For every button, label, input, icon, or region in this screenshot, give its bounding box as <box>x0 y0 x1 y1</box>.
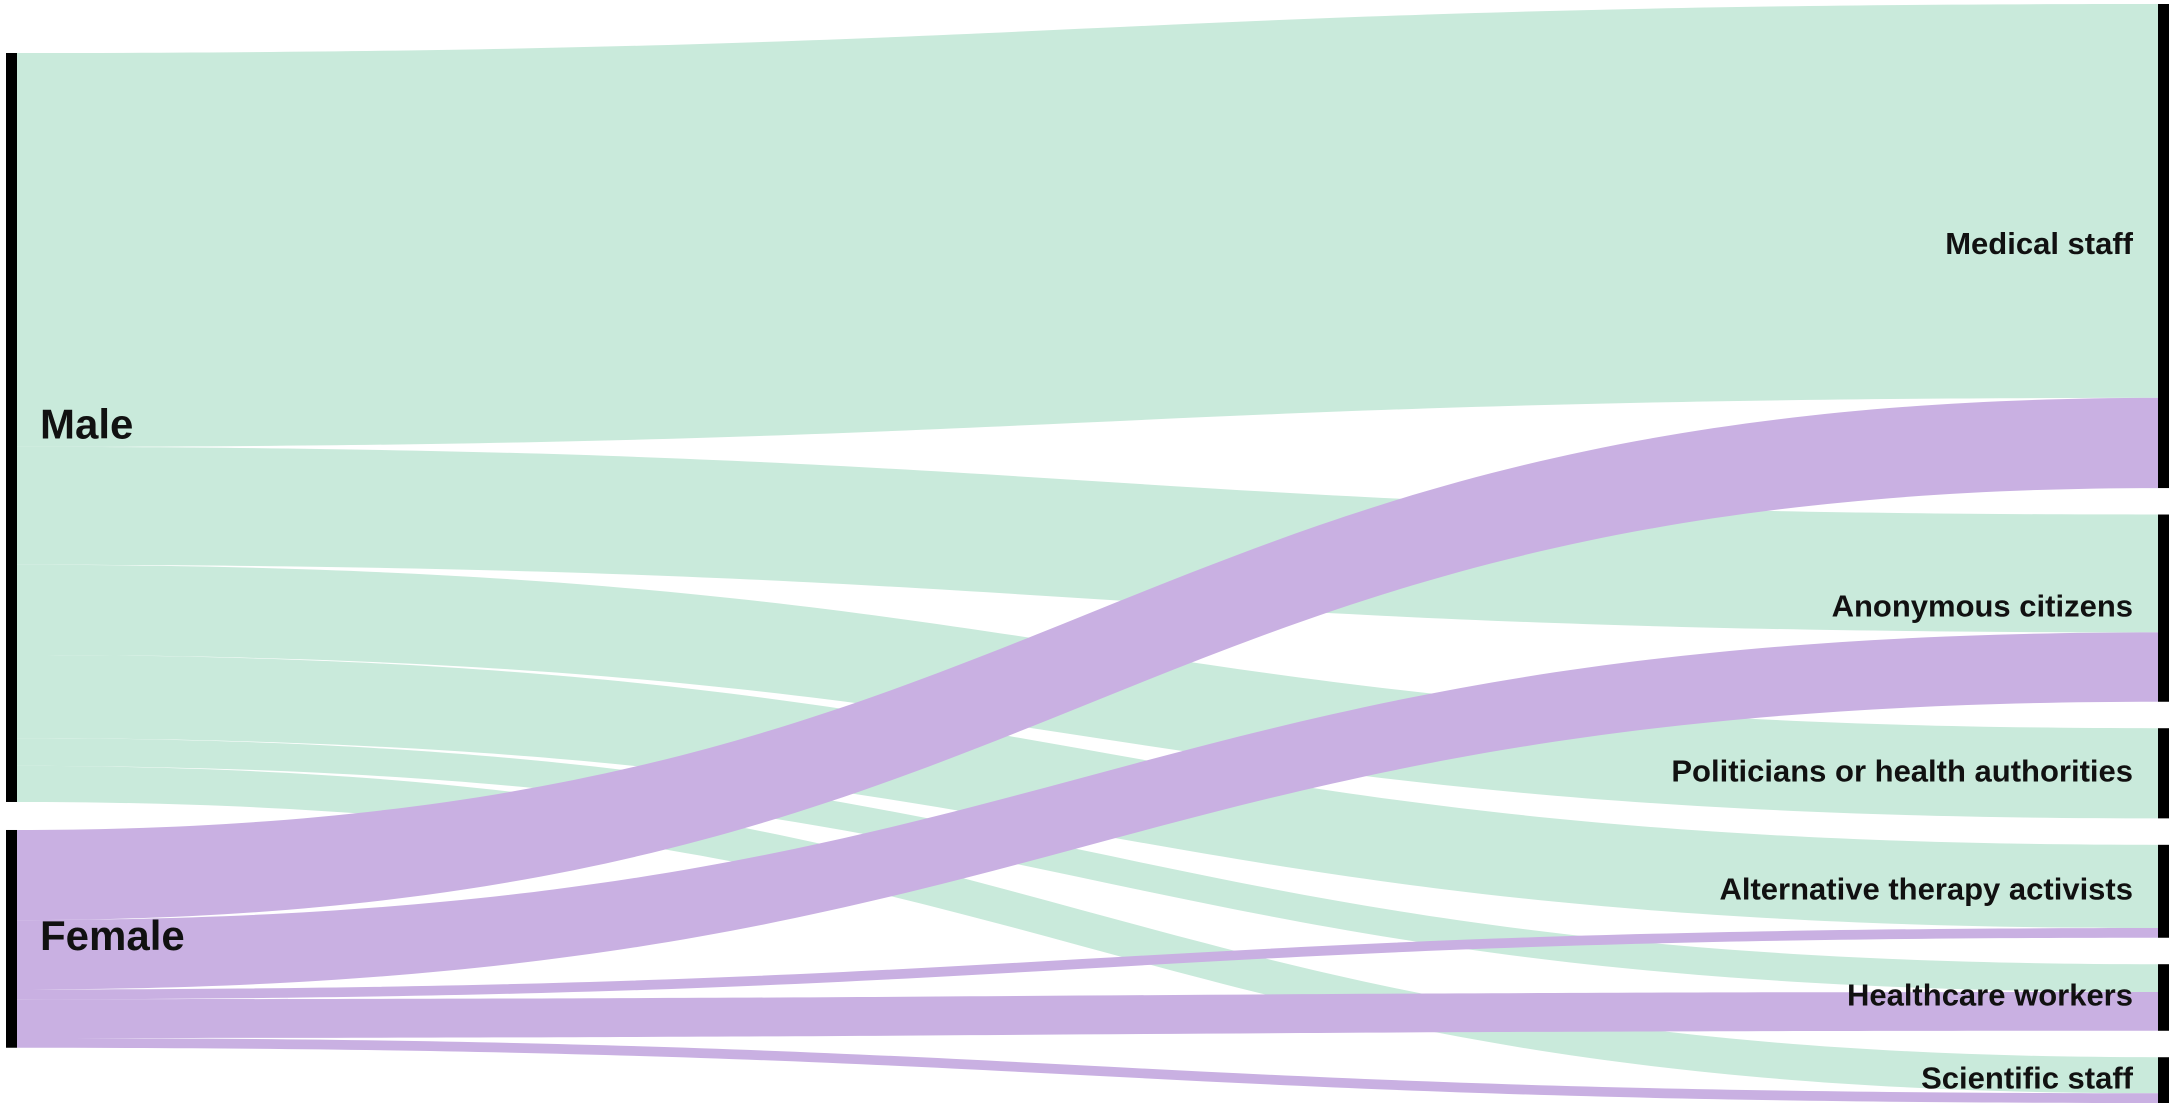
node-label: Healthcare workers <box>1847 978 2133 1013</box>
node-label: Scientific staff <box>1921 1060 2134 1095</box>
node-label: Alternative therapy activists <box>1719 871 2133 906</box>
node-label: Anonymous citizens <box>1832 588 2133 623</box>
node-bar <box>2158 964 2169 1031</box>
node-bar <box>2158 728 2169 819</box>
node-bar <box>6 829 17 1048</box>
node-bar <box>6 53 17 802</box>
node-bar <box>2158 514 2169 702</box>
flow <box>17 446 2158 633</box>
flow <box>17 765 2158 1094</box>
flow <box>17 632 2158 990</box>
node-label: Male <box>40 401 133 448</box>
node-bar <box>2158 844 2169 938</box>
node-bar <box>2158 4 2169 489</box>
flow <box>17 738 2158 992</box>
node-label: Medical staff <box>1945 226 2133 261</box>
flow <box>17 1038 2158 1103</box>
flow <box>17 991 2158 1039</box>
node-label: Politicians or health authorities <box>1671 753 2133 788</box>
node-bar <box>2158 1057 2169 1103</box>
flow <box>17 4 2158 447</box>
flow <box>17 928 2158 1000</box>
node-label: Female <box>40 912 185 959</box>
flow <box>17 397 2158 921</box>
